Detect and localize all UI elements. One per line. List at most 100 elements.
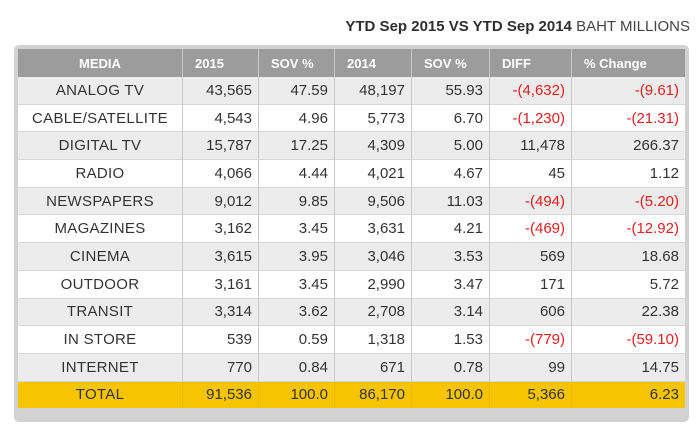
value-cell: 3.14 — [412, 298, 490, 327]
value-cell: 4,066 — [183, 160, 259, 188]
media-label-cell: INTERNET — [18, 353, 183, 382]
total-row: TOTAL 91,536 100.0 86,170 100.0 5,366 6.23 — [18, 381, 685, 409]
media-label-cell: NEWSPAPERS — [18, 187, 183, 216]
value-cell: 5,366 — [490, 381, 572, 409]
value-cell: 17.25 — [259, 132, 335, 161]
column-header: 2014 — [335, 49, 412, 77]
value-cell: 91,536 — [183, 381, 259, 409]
value-cell: 3,615 — [183, 243, 259, 271]
value-cell: 5.72 — [572, 270, 685, 299]
value-cell: 5.00 — [412, 132, 490, 161]
value-cell: -(21.31) — [572, 104, 685, 133]
value-cell: 55.93 — [412, 77, 490, 105]
table-row: TRANSIT 3,314 3.62 2,708 3.14 606 22.38 — [18, 298, 685, 327]
value-cell: -(4,632) — [490, 77, 572, 105]
value-cell: 11,478 — [490, 132, 572, 161]
value-cell: 14.75 — [572, 353, 685, 382]
value-cell: -(779) — [490, 326, 572, 354]
value-cell: 3.45 — [259, 215, 335, 244]
value-cell: 4,543 — [183, 104, 259, 133]
value-cell: 4.21 — [412, 215, 490, 244]
value-cell: 9,506 — [335, 187, 412, 216]
value-cell: -(1,230) — [490, 104, 572, 133]
value-cell: 606 — [490, 298, 572, 327]
value-cell: 43,565 — [183, 77, 259, 105]
header-row: MEDIA 2015 SOV % 2014 SOV % DIFF% Change — [18, 49, 685, 77]
table-row: MAGAZINES 3,162 3.45 3,631 4.21 -(469) -(12.92… — [18, 215, 685, 244]
column-header: SOV % — [259, 49, 335, 77]
value-cell: 1.12 — [572, 160, 685, 188]
media-label-cell: MAGAZINES — [18, 215, 183, 244]
value-cell: 4.67 — [412, 160, 490, 188]
value-cell: 671 — [335, 353, 412, 382]
value-cell: 100.0 — [259, 381, 335, 409]
value-cell: 99 — [490, 353, 572, 382]
value-cell: 3,162 — [183, 215, 259, 244]
value-cell: 22.38 — [572, 298, 685, 327]
value-cell: 6.23 — [572, 381, 685, 409]
value-cell: 266.37 — [572, 132, 685, 161]
media-label-cell: RADIO — [18, 160, 183, 188]
column-header: % Change — [572, 49, 685, 77]
value-cell: 3,314 — [183, 298, 259, 327]
value-cell: 1.53 — [412, 326, 490, 354]
value-cell: 3,046 — [335, 243, 412, 271]
column-header: 2015 — [183, 49, 259, 77]
value-cell: 15,787 — [183, 132, 259, 161]
table-row: ANALOG TV 43,565 47.59 48,197 55.93 -(4,632) -… — [18, 77, 685, 105]
value-cell: 3.47 — [412, 270, 490, 299]
table-title: YTD Sep 2015 VS YTD Sep 2014 BAHT MILLIO… — [250, 18, 690, 35]
value-cell: 171 — [490, 270, 572, 299]
value-cell: 2,708 — [335, 298, 412, 327]
value-cell: -(469) — [490, 215, 572, 244]
value-cell: 48,197 — [335, 77, 412, 105]
value-cell: 0.84 — [259, 353, 335, 382]
value-cell: 0.78 — [412, 353, 490, 382]
table-row: NEWSPAPERS 9,012 9.85 9,506 11.03 -(494) -(5.2… — [18, 187, 685, 216]
value-cell: 9,012 — [183, 187, 259, 216]
value-cell: -(9.61) — [572, 77, 685, 105]
title-main: YTD Sep 2015 VS YTD Sep 2014 — [345, 18, 572, 35]
value-cell: 18.68 — [572, 243, 685, 271]
value-cell: 539 — [183, 326, 259, 354]
value-cell: 0.59 — [259, 326, 335, 354]
value-cell: 3,631 — [335, 215, 412, 244]
value-cell: 4.44 — [259, 160, 335, 188]
value-cell: 569 — [490, 243, 572, 271]
media-label-cell: OUTDOOR — [18, 270, 183, 299]
value-cell: 9.85 — [259, 187, 335, 216]
value-cell: 2,990 — [335, 270, 412, 299]
media-label-cell: TRANSIT — [18, 298, 183, 327]
column-header: MEDIA — [18, 49, 183, 77]
table-row: OUTDOOR 3,161 3.45 2,990 3.47 171 5.72 — [18, 270, 685, 299]
value-cell: 3.95 — [259, 243, 335, 271]
value-cell: 100.0 — [412, 381, 490, 409]
media-spend-table: MEDIA 2015 SOV % 2014 SOV % DIFF% Change ANAL… — [18, 49, 685, 409]
table-row: INTERNET 770 0.84 671 0.78 99 14.75 — [18, 353, 685, 382]
media-label-cell: IN STORE — [18, 326, 183, 354]
value-cell: 4.96 — [259, 104, 335, 133]
value-cell: -(59.10) — [572, 326, 685, 354]
value-cell: 3,161 — [183, 270, 259, 299]
value-cell: 770 — [183, 353, 259, 382]
column-header: SOV % — [412, 49, 490, 77]
value-cell: 4,021 — [335, 160, 412, 188]
title-unit: BAHT MILLIONS — [576, 18, 690, 35]
value-cell: -(494) — [490, 187, 572, 216]
value-cell: 1,318 — [335, 326, 412, 354]
value-cell: 11.03 — [412, 187, 490, 216]
table-row: CABLE/SATELLITE 4,543 4.96 5,773 6.70 -(1,230… — [18, 104, 685, 133]
media-label-cell: ANALOG TV — [18, 77, 183, 105]
value-cell: 3.45 — [259, 270, 335, 299]
media-label-cell: CABLE/SATELLITE — [18, 104, 183, 133]
column-header: DIFF — [490, 49, 572, 77]
table-container: MEDIA 2015 SOV % 2014 SOV % DIFF% Change ANAL… — [14, 45, 689, 422]
value-cell: 4,309 — [335, 132, 412, 161]
value-cell: 5,773 — [335, 104, 412, 133]
table-row: CINEMA 3,615 3.95 3,046 3.53 569 18.68 — [18, 243, 685, 271]
media-label-cell: CINEMA — [18, 243, 183, 271]
table-body: ANALOG TV 43,565 47.59 48,197 55.93 -(4,632) -… — [18, 77, 685, 409]
value-cell: -(12.92) — [572, 215, 685, 244]
media-label-cell: TOTAL — [18, 381, 183, 409]
value-cell: 3.62 — [259, 298, 335, 327]
